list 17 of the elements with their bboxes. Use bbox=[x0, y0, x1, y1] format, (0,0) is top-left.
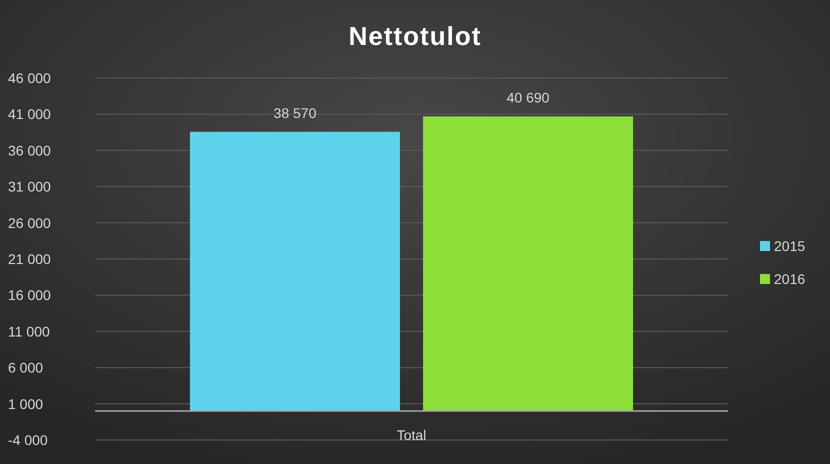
y-tick-label: -4 000 bbox=[8, 432, 48, 448]
legend-label: 2016 bbox=[774, 271, 806, 287]
data-label: 38 570 bbox=[274, 104, 317, 121]
y-tick-label: 16 000 bbox=[8, 287, 52, 304]
y-tick-label: 21 000 bbox=[8, 251, 52, 267]
y-tick-label: 1 000 bbox=[8, 396, 44, 412]
y-tick-label: 41 000 bbox=[8, 106, 52, 122]
y-tick-label: 36 000 bbox=[8, 142, 52, 158]
legend-label: 2015 bbox=[774, 238, 806, 254]
y-tick-label: 31 000 bbox=[8, 178, 52, 195]
y-tick-label: 11 000 bbox=[8, 323, 50, 340]
data-label: 40 690 bbox=[506, 89, 550, 106]
x-tick-label: Total bbox=[396, 427, 426, 444]
y-tick-label: 46 000 bbox=[8, 70, 52, 86]
chart-title: Nettotulot bbox=[348, 21, 482, 51]
y-tick-label: 26 000 bbox=[8, 214, 52, 231]
y-tick-label: 6 000 bbox=[8, 360, 44, 376]
